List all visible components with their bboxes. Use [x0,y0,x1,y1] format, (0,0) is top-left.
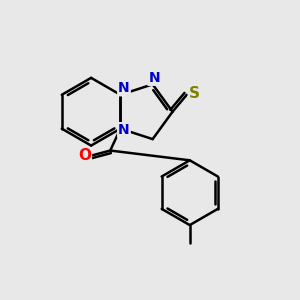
Text: O: O [78,148,91,163]
Text: N: N [148,71,160,85]
Text: N: N [118,123,130,137]
Text: S: S [189,86,200,101]
Text: N: N [118,81,130,95]
